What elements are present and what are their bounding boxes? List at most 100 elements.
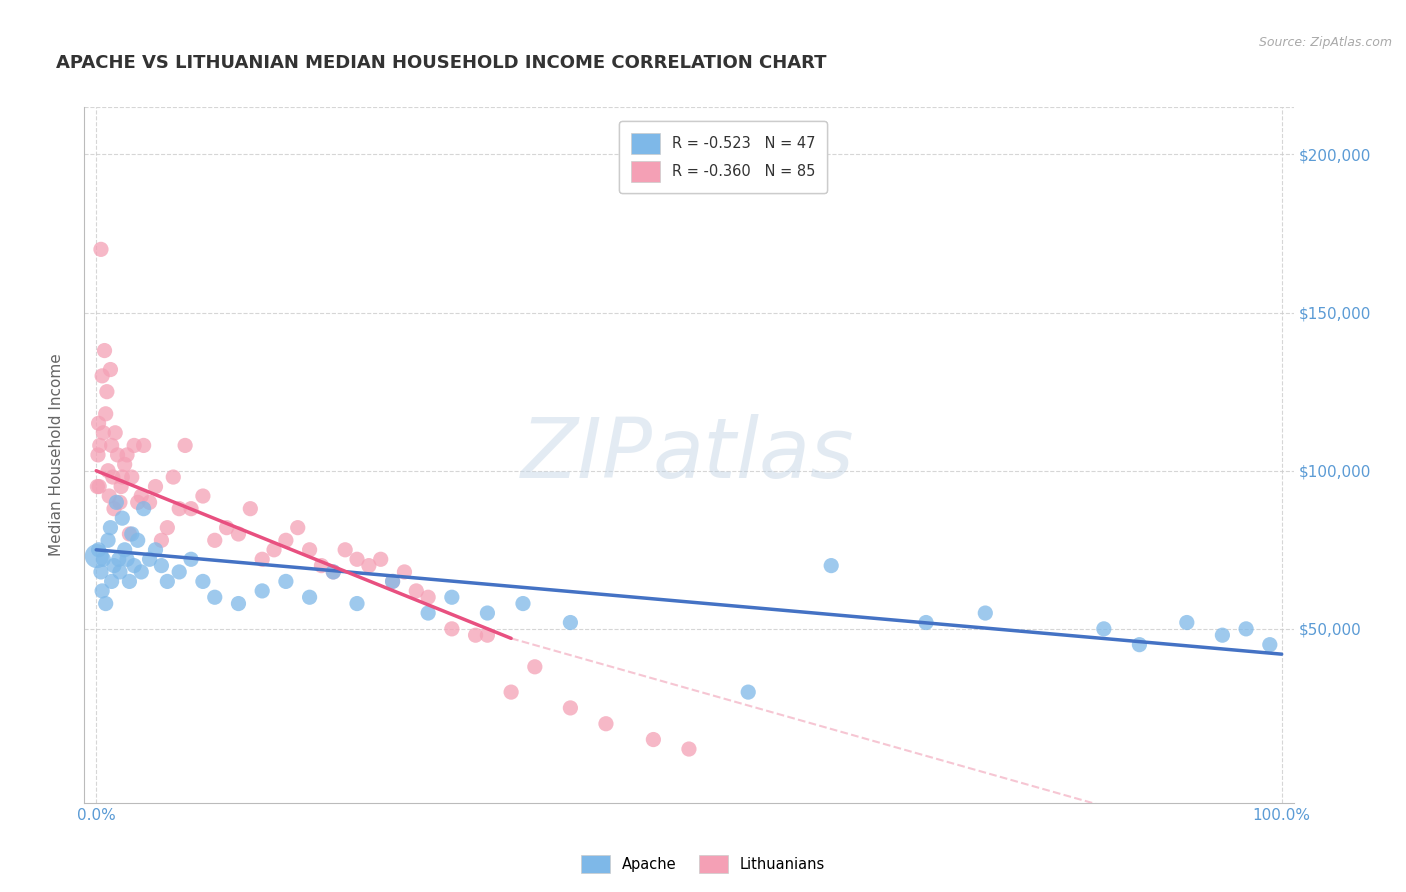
Point	[678, 742, 700, 756]
Point	[96, 384, 118, 399]
Point	[440, 622, 463, 636]
Point	[89, 479, 111, 493]
Point	[100, 438, 122, 452]
Point	[118, 527, 141, 541]
Point	[191, 574, 214, 589]
Point	[121, 470, 143, 484]
Text: atlas: atlas	[652, 415, 855, 495]
Point	[1092, 622, 1115, 636]
Point	[145, 479, 167, 493]
Point	[204, 591, 226, 605]
Point	[132, 501, 155, 516]
Point	[86, 479, 108, 493]
Point	[167, 501, 190, 516]
Point	[228, 597, 250, 611]
Point	[101, 470, 124, 484]
Point	[512, 597, 534, 611]
Point	[94, 597, 117, 611]
Text: APACHE VS LITHUANIAN MEDIAN HOUSEHOLD INCOME CORRELATION CHART: APACHE VS LITHUANIAN MEDIAN HOUSEHOLD IN…	[56, 54, 827, 71]
Point	[108, 495, 131, 509]
Point	[90, 565, 112, 579]
Legend: Apache, Lithuanians: Apache, Lithuanians	[574, 848, 832, 880]
Point	[115, 552, 138, 566]
Y-axis label: Median Household Income: Median Household Income	[49, 353, 63, 557]
Point	[298, 591, 321, 605]
Point	[477, 606, 499, 620]
Point	[87, 448, 110, 462]
Point	[250, 583, 273, 598]
Legend: R = -0.523   N = 47, R = -0.360   N = 85: R = -0.523 N = 47, R = -0.360 N = 85	[619, 121, 827, 194]
Point	[114, 458, 136, 472]
Point	[287, 521, 309, 535]
Point	[111, 470, 134, 484]
Point	[1175, 615, 1198, 630]
Point	[121, 527, 143, 541]
Point	[103, 558, 125, 573]
Point	[98, 489, 121, 503]
Point	[274, 574, 297, 589]
Point	[595, 716, 617, 731]
Text: ZIP: ZIP	[520, 415, 652, 495]
Point	[346, 552, 368, 566]
Point	[110, 479, 132, 493]
Point	[322, 565, 344, 579]
Point	[100, 362, 122, 376]
Point	[180, 501, 202, 516]
Point	[820, 558, 842, 573]
Point	[156, 574, 179, 589]
Point	[370, 552, 392, 566]
Point	[418, 606, 440, 620]
Point	[156, 521, 179, 535]
Point	[263, 542, 285, 557]
Point	[440, 591, 463, 605]
Point	[1128, 638, 1150, 652]
Point	[418, 591, 440, 605]
Point	[97, 533, 120, 548]
Point	[239, 501, 262, 516]
Point	[93, 343, 115, 358]
Point	[162, 470, 184, 484]
Point	[215, 521, 238, 535]
Point	[105, 495, 128, 509]
Point	[108, 565, 131, 579]
Point	[298, 542, 321, 557]
Point	[737, 685, 759, 699]
Point	[523, 660, 546, 674]
Point	[150, 558, 173, 573]
Point	[191, 489, 214, 503]
Point	[91, 552, 114, 566]
Point	[97, 464, 120, 478]
Point	[560, 615, 582, 630]
Point	[1211, 628, 1233, 642]
Point	[107, 448, 129, 462]
Point	[127, 495, 149, 509]
Point	[91, 425, 114, 440]
Point	[381, 574, 404, 589]
Point	[333, 542, 356, 557]
Point	[250, 552, 273, 566]
Point	[86, 549, 108, 563]
Point	[1234, 622, 1257, 636]
Point	[204, 533, 226, 548]
Point	[90, 243, 112, 257]
Point	[560, 701, 582, 715]
Point	[111, 511, 134, 525]
Point	[274, 533, 297, 548]
Point	[167, 565, 190, 579]
Point	[115, 448, 138, 462]
Point	[346, 597, 368, 611]
Point	[122, 558, 145, 573]
Point	[150, 533, 173, 548]
Point	[114, 542, 136, 557]
Point	[87, 542, 110, 557]
Point	[643, 732, 665, 747]
Point	[89, 438, 111, 452]
Point	[107, 552, 129, 566]
Point	[87, 417, 110, 431]
Point	[100, 574, 122, 589]
Point	[104, 425, 127, 440]
Point	[915, 615, 938, 630]
Point	[394, 565, 416, 579]
Point	[145, 542, 167, 557]
Point	[127, 533, 149, 548]
